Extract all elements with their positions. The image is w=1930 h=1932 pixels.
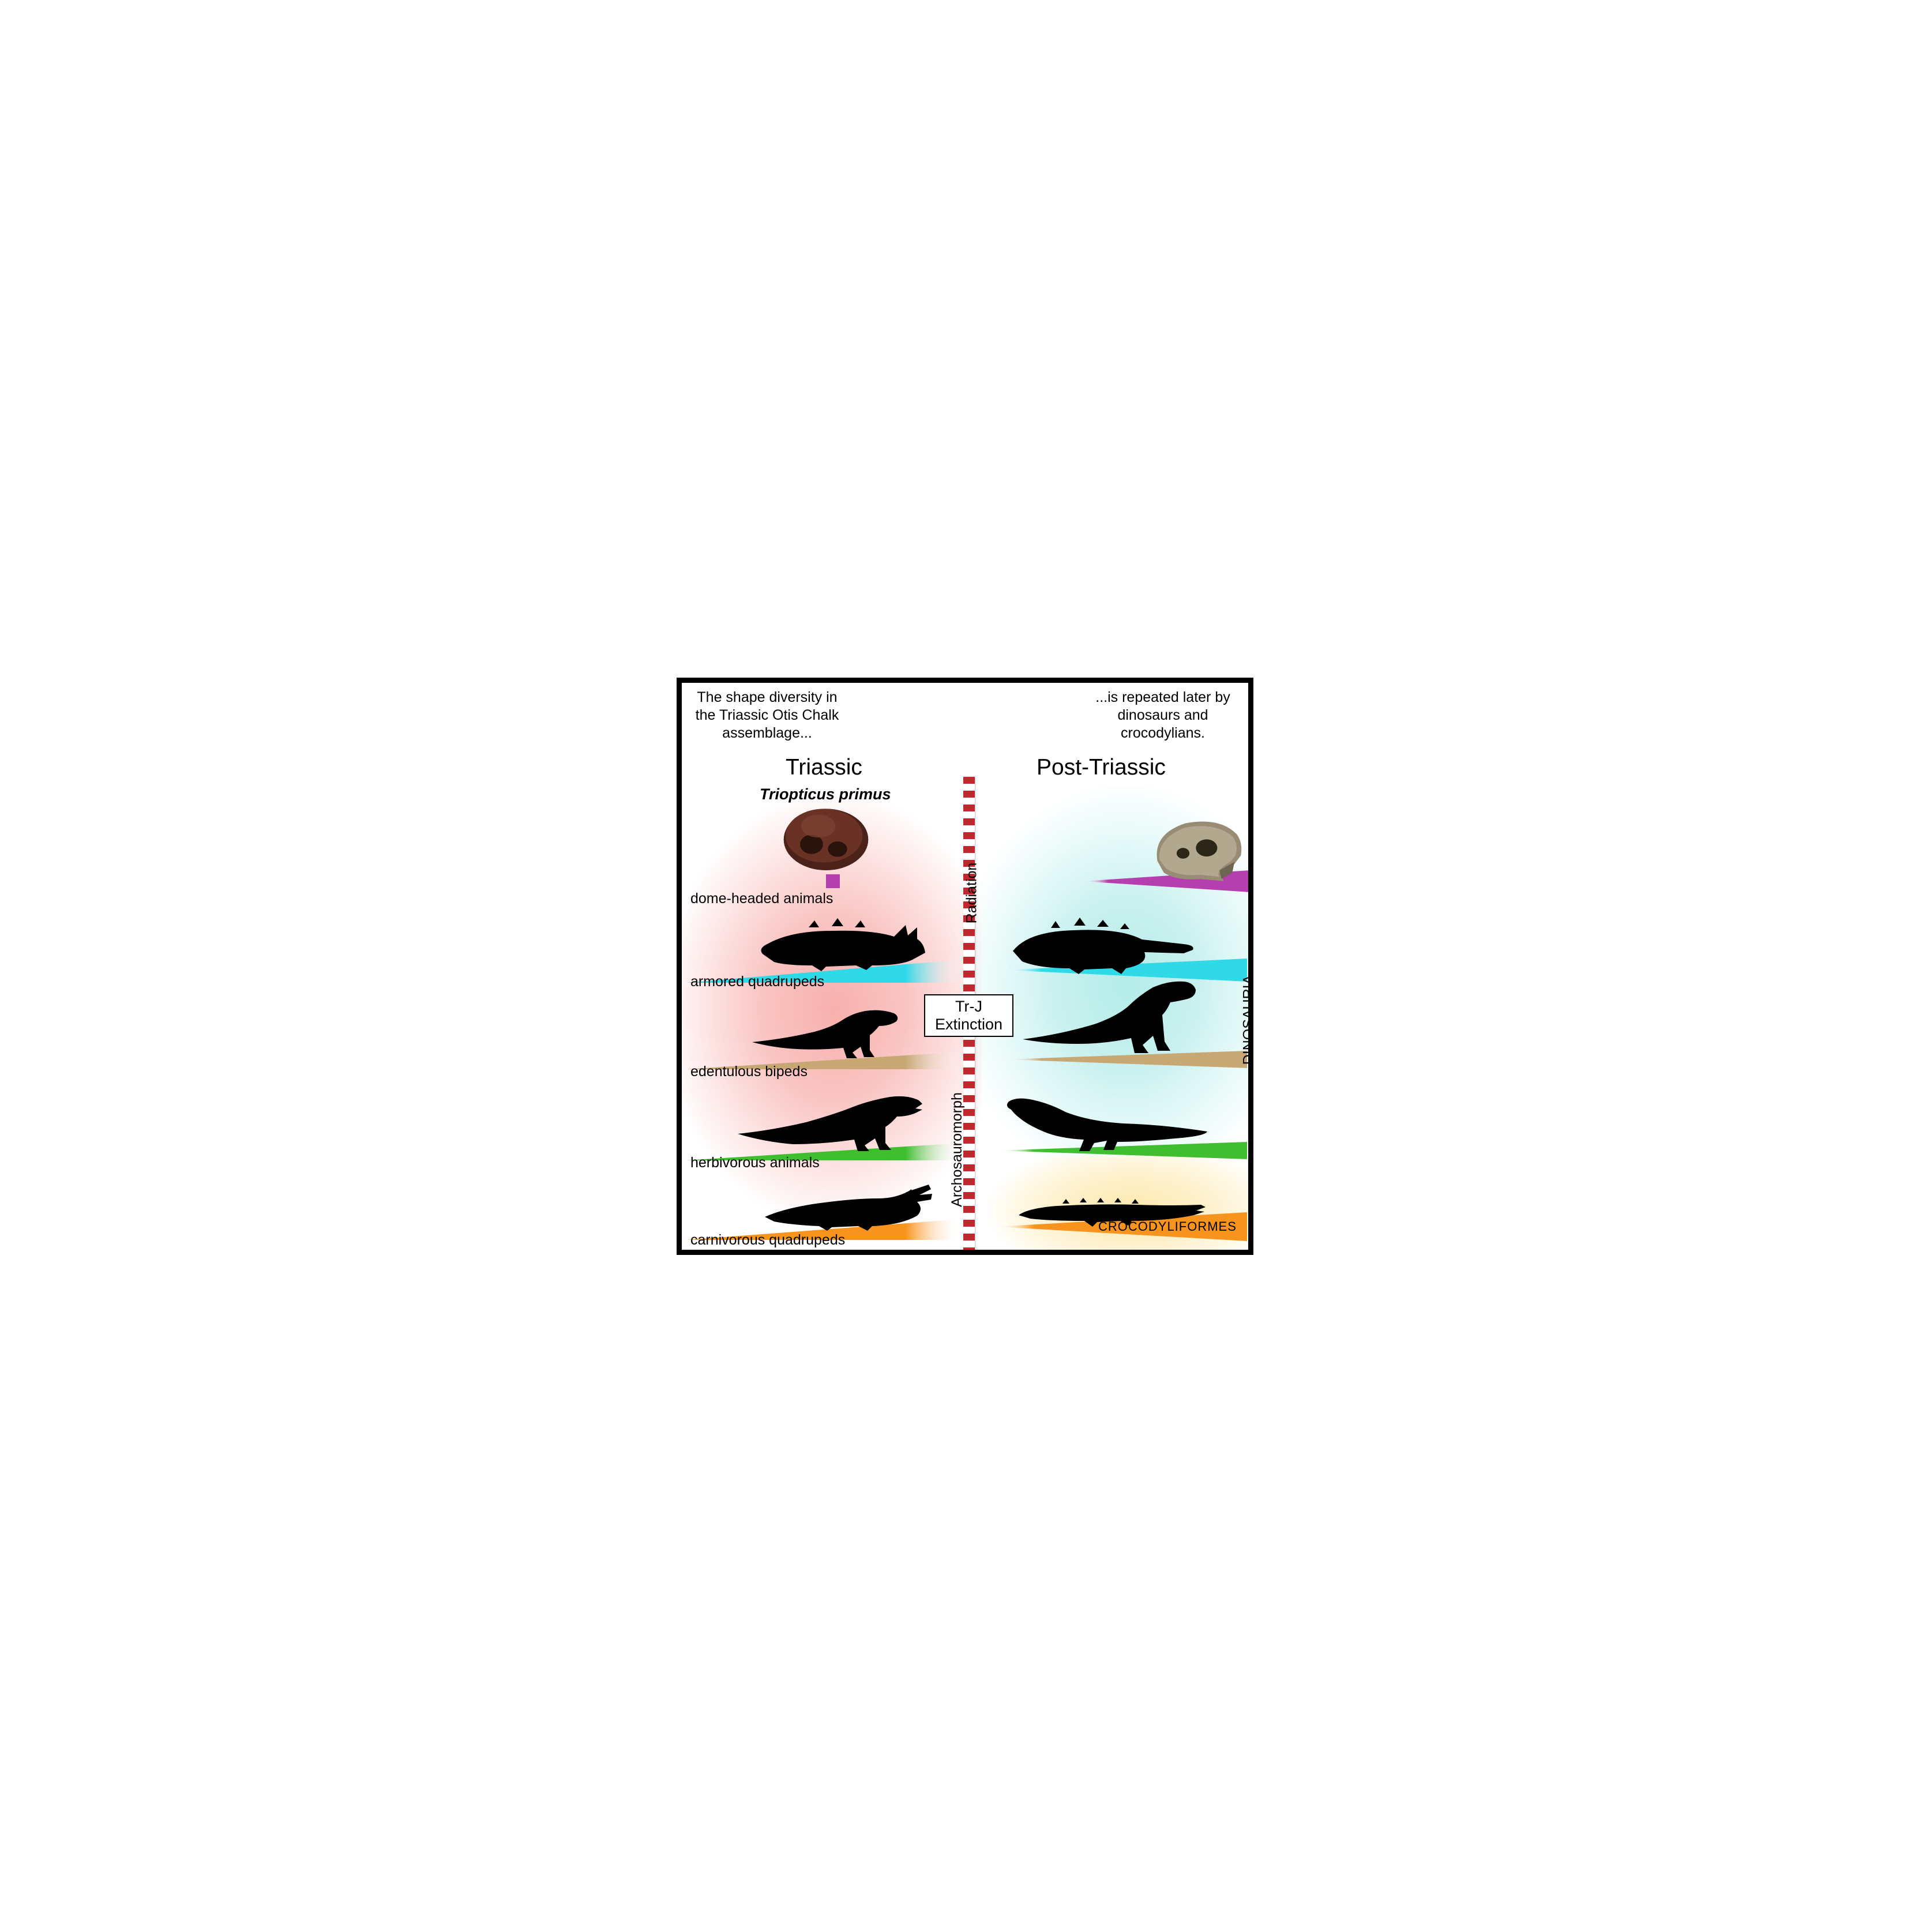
silhouette-left-armored <box>757 908 930 971</box>
vertical-label-archosauromorph: Archosauromorph <box>949 1092 966 1207</box>
era-title-post-triassic: Post-Triassic <box>1037 755 1166 780</box>
extinction-label-box: Tr-J Extinction <box>924 994 1013 1037</box>
vertical-label-radiation: Radiation <box>963 862 980 923</box>
vertical-label-dinosauria: DINOSAURIA <box>1240 975 1253 1065</box>
silhouette-right-edent <box>1019 977 1215 1061</box>
era-title-triassic: Triassic <box>786 755 862 780</box>
caption-left: The shape diversity in the Triassic Otis… <box>692 689 842 743</box>
triopticus-marker-icon <box>826 874 840 888</box>
silhouette-left-edent <box>751 997 913 1061</box>
caption-right: ...is repeated later by dinosaurs and cr… <box>1088 689 1238 743</box>
label-crocodyliformes: CROCODYLIFORMES <box>1098 1219 1237 1234</box>
silhouette-left-carn <box>763 1167 936 1231</box>
silhouette-right-herb <box>1002 1087 1210 1153</box>
silhouette-right-armored <box>1011 911 1195 974</box>
row-label-herb: herbivorous animals <box>690 1155 820 1171</box>
row-label-dome: dome-headed animals <box>690 890 833 907</box>
pachycephalosaur-skull-icon <box>1143 813 1253 888</box>
silhouette-left-herb <box>737 1087 927 1153</box>
row-label-edent: edentulous bipeds <box>690 1063 808 1080</box>
row-label-carn: carnivorous quadrupeds <box>690 1232 845 1249</box>
extinction-label: Tr-J Extinction <box>935 998 1002 1033</box>
row-label-armored: armored quadrupeds <box>690 973 824 990</box>
diagram-frame: The shape diversity in the Triassic Otis… <box>677 678 1253 1255</box>
triopticus-fossil-icon <box>777 801 875 873</box>
